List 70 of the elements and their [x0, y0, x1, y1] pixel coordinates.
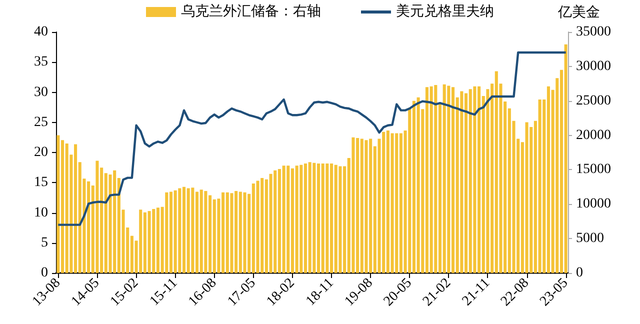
bar: [243, 192, 246, 273]
bar: [300, 164, 303, 273]
bar: [538, 99, 542, 273]
bar: [304, 164, 308, 273]
bar: [442, 84, 446, 273]
bar: [525, 122, 528, 273]
bar: [434, 85, 438, 273]
bar: [468, 89, 472, 273]
y2-tick-label: 10000: [576, 196, 611, 212]
bar: [186, 188, 190, 273]
bar: [65, 144, 68, 273]
y-tick-label: 20: [34, 145, 48, 160]
bar: [212, 199, 216, 273]
legend-label: 乌克兰外汇储备：右轴: [181, 4, 321, 20]
bar: [352, 137, 355, 273]
y-tick-label: 30: [34, 84, 48, 100]
bar: [364, 140, 368, 273]
y-tick-label: 5: [41, 235, 48, 250]
bar: [269, 174, 272, 273]
bar: [334, 164, 338, 273]
bar: [564, 44, 568, 273]
bar: [139, 210, 142, 273]
bar: [395, 133, 398, 273]
line-series: [57, 51, 567, 226]
bar: [56, 135, 60, 273]
bar: [447, 86, 450, 273]
bar: [308, 162, 312, 273]
bar: [178, 188, 182, 273]
bar: [165, 192, 168, 273]
y-tick-label: 10: [34, 205, 48, 220]
y2-tick-label: 15000: [576, 162, 611, 178]
bar: [182, 186, 186, 273]
y2-tick-label: 20000: [576, 128, 611, 143]
y2-axis-title: 亿美金: [557, 4, 600, 20]
bar: [226, 192, 229, 273]
bar: [390, 133, 394, 273]
y2-tick-label: 25000: [576, 93, 611, 108]
y-tick-label: 15: [34, 175, 48, 190]
bar: [430, 86, 433, 273]
bar: [256, 180, 260, 273]
bar: [174, 190, 177, 273]
bar: [200, 190, 203, 273]
bar: [312, 162, 316, 273]
bar: [148, 211, 151, 273]
y-tick-label: 0: [41, 266, 48, 280]
bar: [316, 164, 320, 273]
y-tick-label: 25: [34, 114, 48, 130]
bar: [152, 208, 156, 273]
bar: [338, 166, 342, 273]
bar: [286, 166, 290, 273]
y-tick-label: 35: [34, 54, 48, 70]
bar: [191, 188, 194, 273]
bar: [473, 86, 476, 273]
bar: [230, 193, 234, 273]
bar: [274, 170, 277, 273]
legend-label: 美元兑格里夫纳: [396, 4, 494, 20]
y2-tick-label: 5000: [576, 231, 604, 246]
bar: [295, 166, 298, 273]
bar: [326, 164, 329, 273]
y2-tick-label: 0: [576, 266, 583, 280]
y2-tick-label: 35000: [576, 24, 611, 40]
bar: [204, 191, 208, 273]
bar: [96, 160, 99, 273]
bar: [416, 97, 420, 273]
y-tick-label: 40: [34, 24, 48, 40]
bar: [108, 174, 112, 273]
bar: [321, 164, 324, 273]
bar: [460, 91, 464, 273]
y2-tick-label: 30000: [576, 58, 611, 74]
bar: [282, 166, 286, 273]
